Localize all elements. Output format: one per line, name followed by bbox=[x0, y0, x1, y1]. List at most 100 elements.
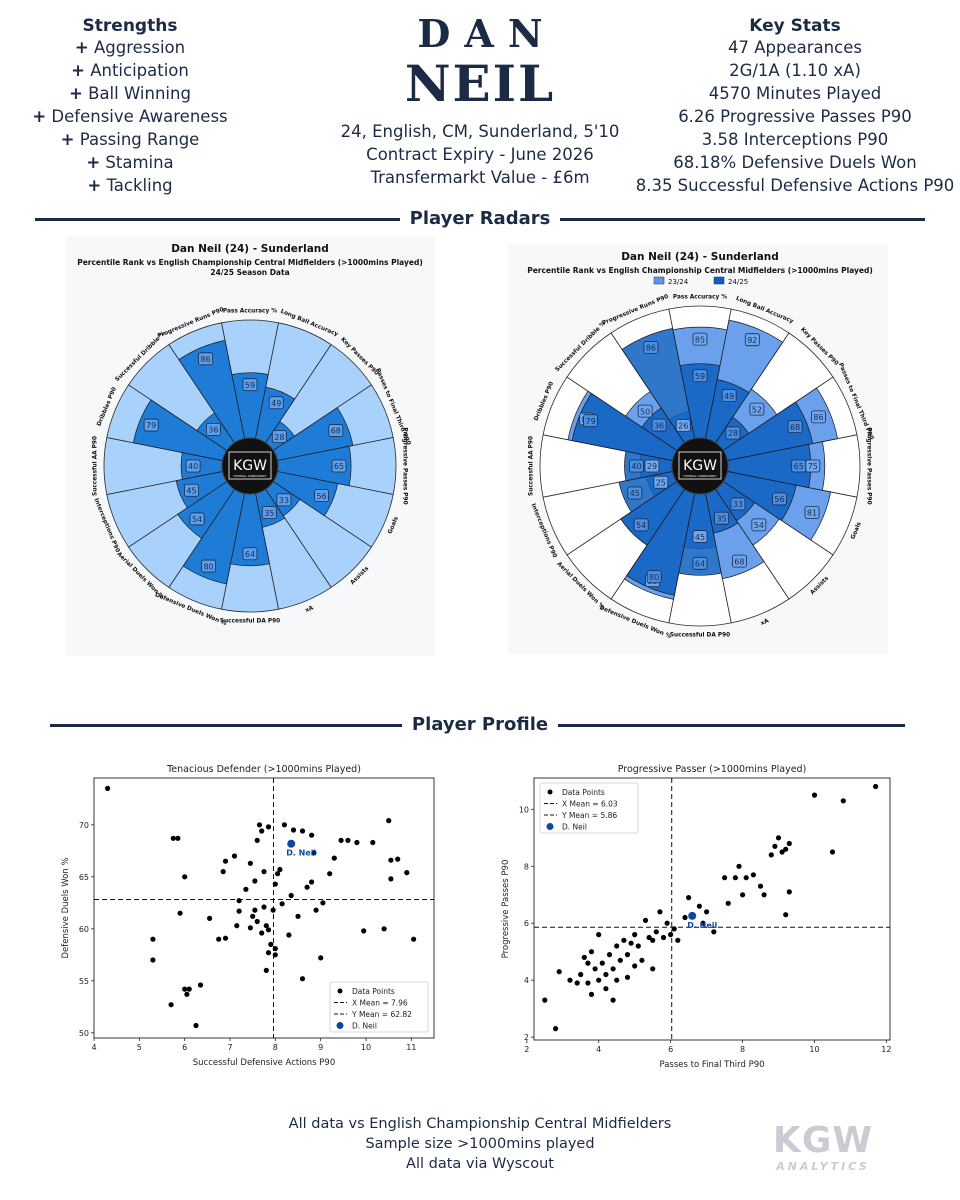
data-point bbox=[216, 936, 222, 942]
data-point bbox=[585, 960, 591, 966]
scatter-title: Progressive Passer (>1000mins Played) bbox=[618, 764, 807, 775]
highlight-point bbox=[287, 839, 296, 848]
value-badge bbox=[749, 402, 765, 416]
value-badge bbox=[242, 547, 258, 561]
data-point bbox=[252, 878, 258, 884]
value-label: 36 bbox=[654, 421, 664, 430]
section-divider bbox=[560, 218, 925, 221]
data-point bbox=[370, 839, 376, 846]
y-tick-label: 8 bbox=[524, 862, 529, 871]
value-label: 28 bbox=[274, 433, 284, 442]
data-point bbox=[617, 957, 623, 963]
section-title-profile: Player Profile bbox=[401, 714, 559, 735]
data-point bbox=[404, 870, 410, 876]
data-point bbox=[254, 918, 260, 925]
data-point bbox=[650, 937, 656, 943]
logo-text: KGW bbox=[233, 458, 267, 474]
value-label: 59 bbox=[245, 381, 255, 390]
logo-subtext: FOOTBALL CONSULTANCY bbox=[233, 474, 267, 478]
value-badge bbox=[185, 459, 201, 473]
value-label: 33 bbox=[733, 500, 743, 509]
x-axis-label: Passes to Final Third P90 bbox=[659, 1060, 764, 1070]
data-point bbox=[381, 926, 387, 932]
scatter-progressive-passer: Progressive Passer (>1000mins Played) 2 4 6… bbox=[501, 764, 891, 1070]
data-point bbox=[783, 912, 789, 918]
strengths-title: Strengths bbox=[82, 16, 178, 36]
key-stats-block: Key Stats 47 Appearances 2G/1A (1.10 xA)… bbox=[630, 16, 960, 197]
x-tick-label: 11 bbox=[406, 1043, 416, 1052]
y-tick-label: 6 bbox=[524, 919, 529, 928]
data-point bbox=[675, 937, 681, 943]
data-point bbox=[581, 954, 587, 960]
category-label: Successful DA P90 bbox=[670, 633, 730, 639]
value-badge bbox=[633, 518, 649, 532]
section-divider bbox=[555, 724, 905, 727]
section-header-profile: Player Profile bbox=[35, 713, 925, 737]
legend-box bbox=[329, 981, 429, 1033]
value-badge bbox=[328, 424, 344, 437]
section-header-radars: Player Radars bbox=[35, 207, 925, 231]
data-point bbox=[768, 852, 774, 858]
data-point bbox=[614, 977, 620, 983]
data-point bbox=[268, 941, 274, 947]
data-point bbox=[588, 991, 595, 997]
data-point bbox=[711, 929, 717, 935]
scatter-tenacious-defender: Tenacious Defender (>1000mins Played) 4 5 6… bbox=[61, 764, 435, 1068]
category-label: Successful AA P90 bbox=[93, 436, 99, 496]
value-label: 29 bbox=[647, 462, 657, 471]
data-point bbox=[668, 932, 674, 938]
data-point bbox=[299, 828, 306, 834]
data-point bbox=[628, 940, 634, 946]
value-badge bbox=[198, 352, 214, 366]
legend-entry: X Mean = 6.03 bbox=[562, 800, 618, 809]
legend-marker-points bbox=[547, 789, 553, 795]
data-point bbox=[272, 946, 278, 952]
value-label: 64 bbox=[695, 560, 705, 569]
value-badge bbox=[692, 530, 708, 543]
value-badge bbox=[271, 430, 287, 444]
logo-text: KGW bbox=[772, 1120, 874, 1161]
value-badge bbox=[751, 518, 767, 532]
data-point bbox=[279, 901, 285, 907]
data-point bbox=[222, 858, 229, 864]
radar-subtitle: Percentile Rank vs English Championship … bbox=[77, 258, 423, 267]
radar-title: Dan Neil (24) - Sunderland bbox=[621, 251, 779, 263]
value-badge bbox=[730, 497, 746, 511]
data-point bbox=[234, 923, 240, 929]
strength-item: + Ball Winning bbox=[69, 84, 191, 103]
radar-chart-comparison: Dan Neil (24) - Sunderland Percentile Ran… bbox=[508, 244, 888, 654]
data-point bbox=[345, 837, 351, 843]
section-title-radars: Player Radars bbox=[399, 208, 561, 229]
data-point bbox=[704, 909, 710, 915]
footer-line: All data via Wyscout bbox=[406, 1156, 554, 1172]
strengths-block: Strengths + Aggression + Anticipation + … bbox=[20, 16, 240, 197]
data-point bbox=[290, 827, 297, 833]
data-point bbox=[259, 828, 265, 834]
value-label: 28 bbox=[728, 429, 738, 438]
radar-value-wedge bbox=[626, 465, 701, 596]
value-label: 86 bbox=[201, 355, 211, 364]
value-label: 40 bbox=[188, 462, 198, 471]
radar-value-wedge bbox=[249, 407, 354, 467]
radar-value-wedge bbox=[249, 445, 352, 487]
data-point bbox=[411, 936, 417, 942]
data-point bbox=[320, 900, 326, 906]
data-point bbox=[265, 824, 272, 830]
value-label: 50 bbox=[640, 407, 650, 416]
value-label: 85 bbox=[695, 335, 705, 344]
data-point bbox=[779, 849, 785, 855]
section-divider bbox=[35, 218, 400, 221]
value-label: 49 bbox=[271, 399, 281, 408]
data-point bbox=[624, 952, 631, 958]
value-label: 54 bbox=[754, 521, 764, 530]
value-badge bbox=[744, 333, 760, 347]
logo-frame bbox=[678, 451, 722, 480]
value-badge bbox=[583, 414, 598, 428]
strength-item: + Anticipation bbox=[71, 61, 189, 80]
data-point bbox=[261, 869, 267, 875]
data-point bbox=[599, 960, 605, 966]
strength-item: + Aggression bbox=[74, 38, 186, 57]
data-point bbox=[388, 857, 394, 863]
legend-entry: X Mean = 7.96 bbox=[352, 999, 408, 1008]
